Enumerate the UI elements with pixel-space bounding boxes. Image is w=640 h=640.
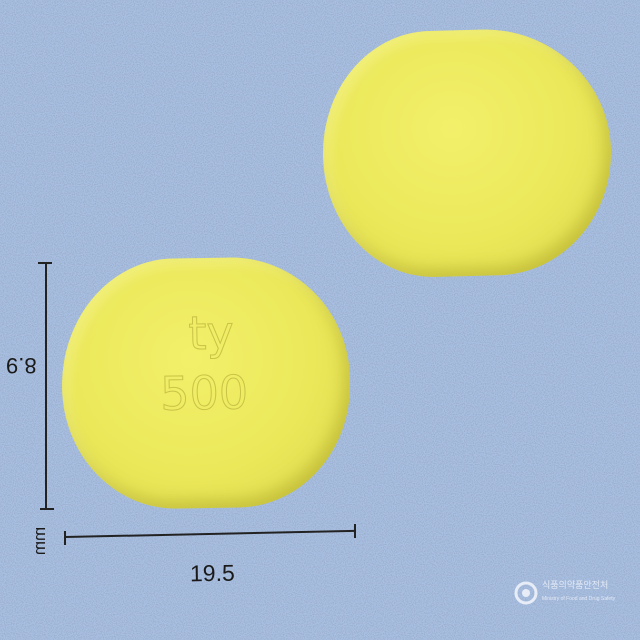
- unit-label: mm: [30, 526, 50, 556]
- watermark-text: 식품의약품안전처: [542, 580, 609, 590]
- tablet-back: [319, 26, 615, 280]
- width-ruler-tick-right: [354, 524, 356, 538]
- watermark-subtext: Ministry of Food and Drug Safety: [542, 596, 616, 602]
- height-ruler-tick-bottom: [40, 508, 54, 510]
- width-ruler-tick-left: [64, 531, 66, 545]
- tablet-front: ty 500: [59, 255, 353, 511]
- height-ruler-tick-top: [38, 262, 52, 264]
- tablet-imprint-line1: ty: [188, 305, 235, 361]
- tablet-imprint-line2: 500: [159, 365, 249, 422]
- height-measurement: 8.9: [6, 353, 37, 378]
- agency-emblem-icon: [514, 581, 538, 605]
- agency-watermark: 식품의약품안전처 Ministry of Food and Drug Safet…: [512, 574, 634, 614]
- width-measurement: 19.5: [189, 559, 235, 587]
- height-ruler: [45, 262, 47, 510]
